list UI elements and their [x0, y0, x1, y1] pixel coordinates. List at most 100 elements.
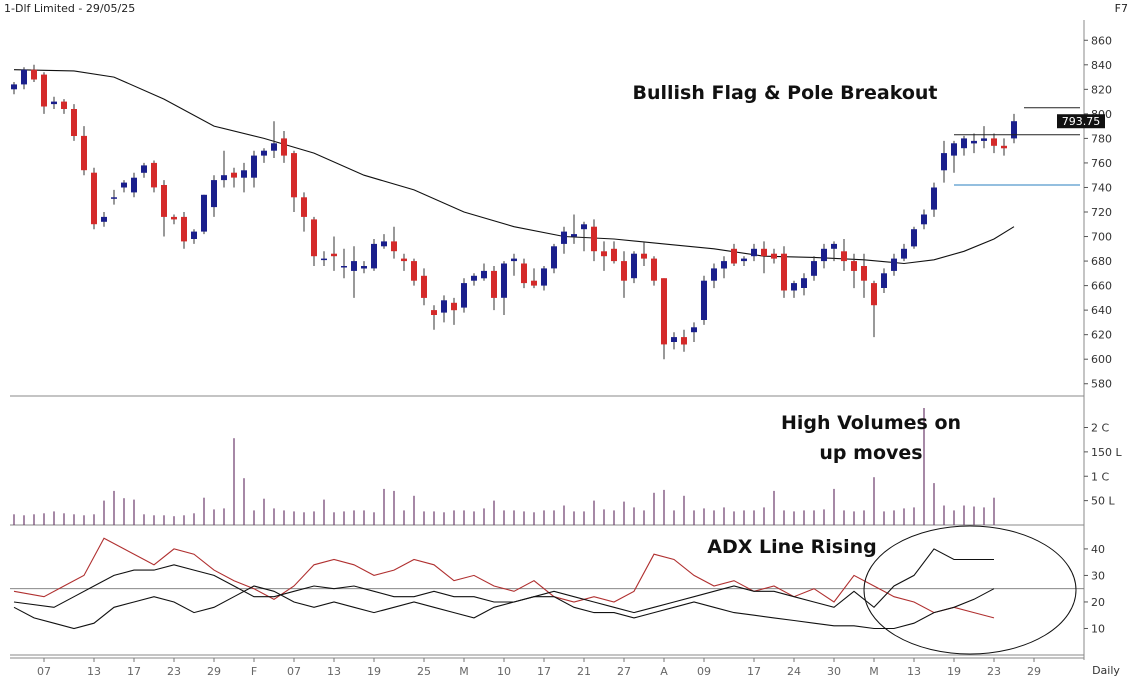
candle-body [571, 234, 577, 237]
candle-body [221, 175, 227, 181]
candle-body [931, 187, 937, 210]
candle-body [671, 337, 677, 342]
candle-body [351, 261, 357, 271]
price-tick-label: 820 [1091, 83, 1112, 96]
candle-body [541, 268, 547, 286]
volume-tick-label: 1 C [1091, 470, 1109, 483]
date-tick-label: 27 [617, 665, 631, 678]
price-tick-label: 720 [1091, 206, 1112, 219]
candle-body [421, 275, 427, 298]
candle-body [31, 69, 37, 80]
date-tick-label: 19 [367, 665, 381, 678]
adx-tick-label: 10 [1091, 622, 1105, 635]
date-tick-label: 23 [167, 665, 181, 678]
candle-body [521, 263, 527, 284]
candle-body [511, 258, 517, 262]
candle-body [141, 165, 147, 173]
candle-body [891, 258, 897, 271]
volume-axis: 2 C 150 L 1 C 50 L [1084, 422, 1122, 508]
candle-body [281, 138, 287, 156]
candle-body [361, 266, 367, 269]
candle-body [311, 219, 317, 257]
candle-body [561, 231, 567, 244]
candle-body [161, 185, 167, 217]
candle-body [41, 74, 47, 107]
candle-body [961, 138, 967, 149]
candle-body [491, 270, 497, 298]
candle-body [831, 243, 837, 249]
candle-body [451, 302, 457, 311]
candle-body [551, 246, 557, 269]
date-axis: 07 13 17 23 29 F 07 13 19 25 M 10 17 21 27 A 09 17 24 30 M 13… [37, 658, 1041, 678]
price-tick-label: 580 [1091, 378, 1112, 391]
candle-body [631, 253, 637, 279]
price-tick-label: 840 [1091, 59, 1112, 72]
adx-annotation: ADX Line Rising [707, 536, 876, 558]
chart-title: 1-Dlf Limited - 29/05/25 [4, 2, 136, 15]
candle-body [591, 226, 597, 252]
candle-body [991, 138, 997, 146]
adx-highlight-circle [863, 525, 1077, 655]
candle-body [171, 216, 177, 220]
candle-body [301, 197, 307, 217]
date-tick-label: 29 [1027, 665, 1041, 678]
adx-black-line-1 [13, 548, 994, 614]
price-tick-label: 660 [1091, 280, 1112, 293]
candle-body [211, 180, 217, 208]
candle-body [681, 337, 687, 345]
candle-body [611, 248, 617, 262]
volume-bars-group [13, 408, 995, 525]
candle-body [741, 258, 747, 262]
last-price-label: 793.75 [1062, 115, 1101, 128]
date-tick-label: A [660, 665, 668, 678]
price-tick-label: 760 [1091, 157, 1112, 170]
candle-body [881, 273, 887, 288]
adx-red-line [13, 537, 995, 619]
date-tick-label: 13 [87, 665, 101, 678]
candle-body [401, 258, 407, 262]
candle-body [201, 194, 207, 232]
price-tick-label: 780 [1091, 132, 1112, 145]
price-tick-label: 600 [1091, 353, 1112, 366]
candle-body [621, 261, 627, 281]
volume-tick-label: 150 L [1091, 446, 1122, 459]
candle-body [601, 251, 607, 257]
candle-body [461, 283, 467, 308]
candle-body [781, 253, 787, 291]
candle-body [471, 275, 477, 281]
price-candles-group [11, 64, 1017, 360]
date-tick-label: 13 [327, 665, 341, 678]
date-tick-label: 09 [697, 665, 711, 678]
candle-body [321, 258, 327, 261]
price-tick-label: 740 [1091, 181, 1112, 194]
candle-body [21, 69, 27, 85]
price-tick-label: 860 [1091, 34, 1112, 47]
candle-body [71, 109, 77, 136]
date-tick-label: 17 [127, 665, 141, 678]
candle-body [711, 268, 717, 281]
candle-body [971, 140, 977, 144]
candle-body [801, 278, 807, 288]
candle-body [731, 248, 737, 264]
candle-body [151, 162, 157, 188]
candle-body [411, 261, 417, 281]
candle-body [121, 182, 127, 188]
candle-body [111, 197, 117, 199]
candle-body [751, 248, 757, 257]
candle-body [981, 138, 987, 141]
volume-tick-label: 50 L [1091, 495, 1115, 508]
date-tick-label: 07 [37, 665, 51, 678]
candle-body [291, 153, 297, 198]
date-tick-label: M [869, 665, 879, 678]
candle-body [81, 135, 87, 171]
candle-body [701, 280, 707, 320]
date-tick-label: 23 [987, 665, 1001, 678]
price-axis: 5806006206406606807007207407607808008208… [1057, 34, 1112, 391]
candle-body [1001, 145, 1007, 149]
shortcut-key-label: F7 [1114, 2, 1128, 15]
date-tick-label: 30 [827, 665, 841, 678]
candle-body [771, 253, 777, 259]
candle-body [851, 261, 857, 271]
date-tick-label: 07 [287, 665, 301, 678]
